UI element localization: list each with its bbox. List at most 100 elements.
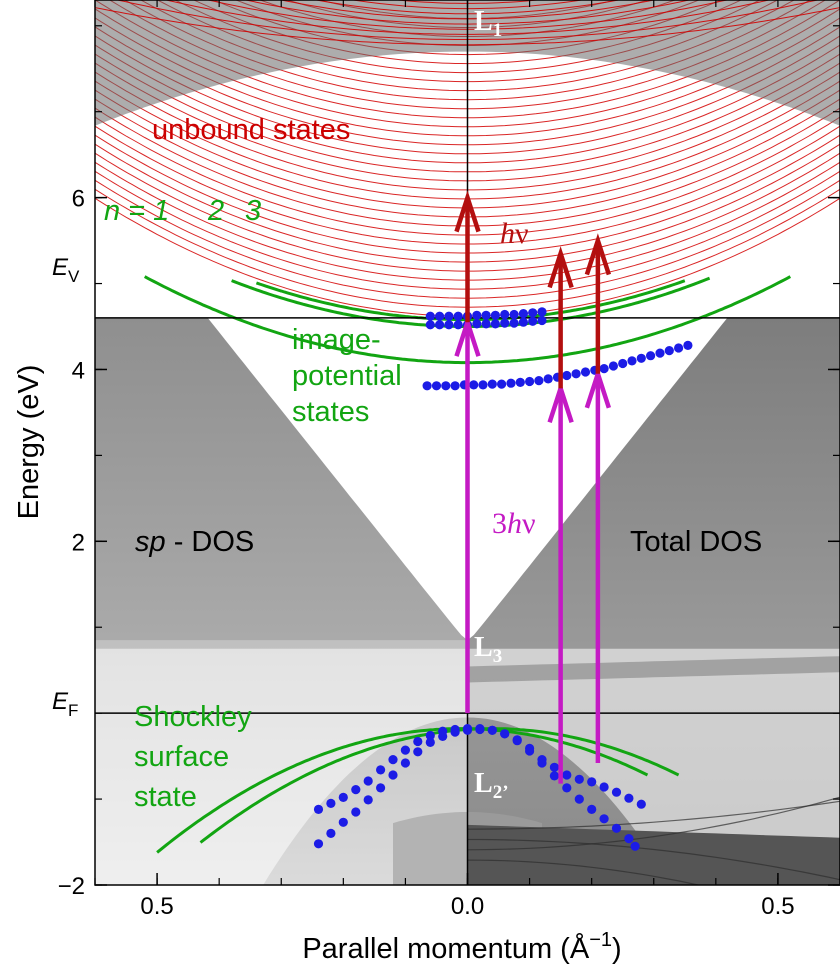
data-point-surface_upper	[351, 785, 361, 795]
data-point-surface_lower	[487, 725, 497, 735]
data-point-surface_upper	[562, 770, 572, 780]
data-point-surface_lower	[326, 828, 336, 839]
x-tick-label: 0.5	[761, 893, 794, 920]
data-point-image_n1	[497, 379, 507, 389]
data-point-image_n1	[627, 356, 637, 366]
data-point-surface_lower	[351, 807, 361, 817]
shockley-label-line3: state	[134, 781, 197, 813]
data-point-surface_lower	[611, 823, 622, 833]
data-point-surface_upper	[587, 777, 597, 787]
measured-data-points	[313, 307, 693, 851]
x-axis-label: Parallel momentum (Å−1)	[302, 929, 621, 965]
hv-label: hν	[500, 217, 529, 250]
data-point-image_n2	[453, 320, 463, 330]
three-hv-label: 3hν	[492, 507, 536, 540]
data-point-surface_lower	[438, 731, 448, 742]
data-point-surface_upper	[425, 730, 435, 741]
data-point-surface_lower	[338, 817, 348, 827]
three-hv-arrow-1-head	[454, 314, 481, 357]
data-point-surface_upper	[636, 799, 646, 809]
data-point-image_n2	[472, 319, 482, 329]
shockley-label-line2: surface	[134, 741, 229, 773]
hv-arrow-1-head	[454, 190, 481, 233]
y-axis-label: Energy (eV)	[13, 365, 45, 520]
plot-area	[95, 0, 840, 885]
data-point-surface_lower	[512, 736, 522, 746]
data-point-surface_lower	[388, 770, 398, 780]
y-tick-label: −2	[58, 873, 85, 900]
total-dos-band	[467, 656, 840, 683]
data-point-image_n1	[608, 361, 619, 371]
data-point-surface_lower	[587, 804, 597, 815]
ev-level-label: EV	[52, 254, 80, 286]
data-point-image_n2	[537, 315, 547, 326]
data-point-image_n3	[518, 309, 529, 319]
data-point-surface_lower	[630, 841, 640, 851]
data-point-surface_lower	[313, 839, 324, 849]
data-point-image_n1	[683, 340, 693, 350]
data-point-surface_lower	[624, 834, 634, 844]
data-point-image_n3	[435, 311, 445, 321]
L1-point-label: L1	[474, 6, 502, 41]
data-point-surface_lower	[363, 795, 373, 805]
d-band-region	[467, 824, 840, 885]
upper-gap-region	[95, 648, 840, 885]
data-point-image_n1	[580, 367, 591, 377]
upper-bulk-band	[95, 0, 840, 126]
data-point-image_n2	[481, 319, 491, 329]
data-point-image_n2	[490, 319, 500, 329]
data-point-image_n1	[618, 358, 628, 369]
n-equals-1-label: n = 1	[104, 195, 169, 227]
data-point-surface_upper	[574, 774, 584, 784]
x-tick-label: 0.5	[140, 893, 173, 920]
data-point-surface_lower	[525, 746, 535, 756]
data-point-image_n1	[562, 370, 572, 381]
surface-state-fit-1	[156, 727, 649, 854]
data-point-surface_lower	[413, 747, 423, 757]
transition-arrows	[454, 190, 612, 784]
image-state-fit-3	[255, 279, 686, 322]
data-point-image_n2	[528, 316, 538, 326]
hv-arrow-2-head	[547, 246, 574, 289]
data-point-image_n1	[534, 376, 544, 386]
data-point-surface_upper	[624, 793, 634, 803]
d-band-line	[467, 838, 840, 881]
data-point-surface_lower	[574, 794, 584, 804]
y-tick-label: 2	[72, 529, 85, 556]
data-point-surface_lower	[599, 814, 609, 824]
data-point-surface_lower	[475, 724, 485, 734]
data-point-image_n1	[478, 380, 488, 390]
data-point-image_n1	[431, 381, 442, 391]
image-potential-label-line1: image-	[292, 324, 381, 356]
L2-point-label: L2’	[474, 768, 509, 803]
data-point-image_n1	[646, 351, 656, 361]
data-point-image_n2	[518, 317, 529, 327]
L3-point-label: L3	[474, 632, 502, 667]
data-point-image_n1	[422, 381, 432, 391]
data-point-image_n3	[537, 307, 547, 317]
data-point-image_n1	[636, 353, 646, 363]
data-point-surface_lower	[425, 737, 435, 748]
data-point-image_n2	[425, 320, 435, 330]
data-point-image_n3	[500, 309, 510, 320]
data-point-surface_upper	[549, 762, 560, 772]
data-point-surface_lower	[462, 725, 473, 735]
data-point-image_n1	[515, 377, 525, 387]
data-point-image_n1	[674, 343, 684, 353]
ef-level-label: EF	[52, 688, 78, 720]
data-point-surface_upper	[376, 765, 386, 775]
data-point-image_n1	[543, 374, 553, 384]
data-point-image_n3	[425, 311, 435, 321]
data-point-image_n2	[435, 320, 445, 330]
data-point-surface_lower	[500, 729, 510, 739]
data-point-image_n1	[525, 376, 535, 387]
n-equals-2-label: 2	[207, 195, 224, 227]
data-point-image_n2	[444, 320, 454, 330]
data-point-surface_lower	[400, 758, 410, 768]
data-point-image_n1	[469, 380, 479, 390]
data-point-image_n1	[655, 348, 665, 358]
data-point-surface_upper	[599, 782, 609, 792]
data-point-image_n1	[441, 381, 451, 391]
hv-arrow-3-head	[584, 233, 612, 276]
